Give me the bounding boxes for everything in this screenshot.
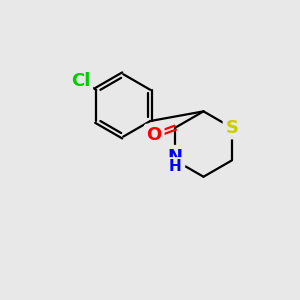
Text: O: O — [147, 126, 162, 144]
Text: Cl: Cl — [71, 72, 91, 90]
Text: S: S — [225, 119, 238, 137]
Text: N: N — [168, 148, 183, 166]
Text: H: H — [169, 159, 182, 174]
